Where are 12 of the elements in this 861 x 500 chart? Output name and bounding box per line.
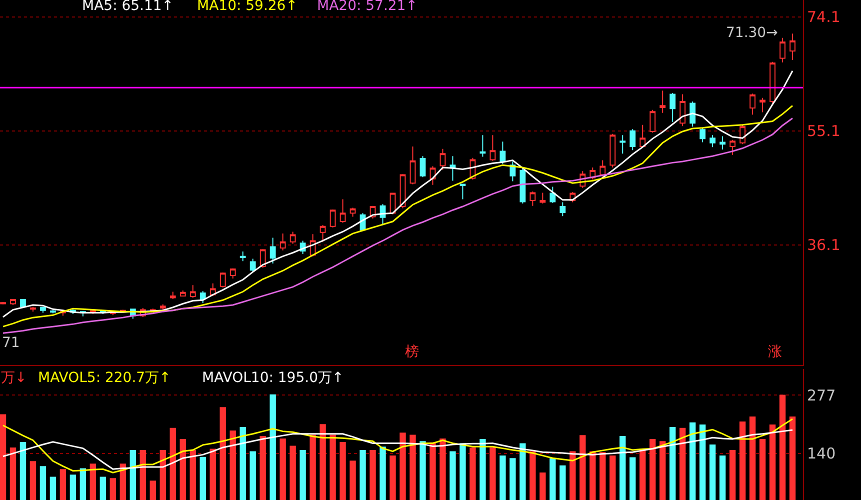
annotation: 榜 bbox=[405, 344, 419, 360]
annotation: 71 bbox=[2, 335, 20, 351]
annotation: 万↓ bbox=[1, 370, 27, 386]
y-tick-label: 277 bbox=[807, 386, 836, 404]
y-tick-label: 74.1 bbox=[807, 8, 840, 26]
text: MAVOL10: 195.0万↑ bbox=[202, 370, 344, 386]
text: MAVOL5: 220.7万↑ bbox=[38, 370, 171, 386]
y-tick-label: 55.1 bbox=[807, 122, 840, 140]
y-tick-label: 36.1 bbox=[807, 236, 840, 254]
y-tick-label: 140 bbox=[807, 444, 836, 463]
annotation: 涨 bbox=[768, 344, 782, 360]
annotation: 71.30→ bbox=[726, 25, 778, 41]
